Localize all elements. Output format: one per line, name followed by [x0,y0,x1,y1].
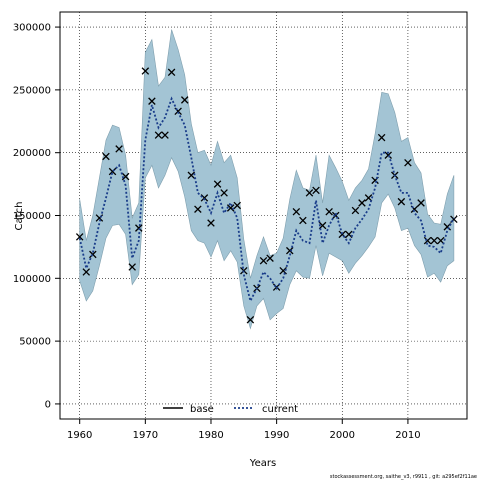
x-tick-label: 2000 [330,430,355,441]
x-axis-title: Years [249,458,276,469]
observed-point [108,167,117,176]
x-tick-label: 2010 [395,430,420,441]
observed-point [200,194,209,202]
observed-point [305,189,314,197]
observed-point [102,152,110,161]
observed-point [325,207,333,216]
observed-point [180,96,189,104]
observed-point [194,205,202,213]
observed-point [246,316,255,324]
x-tick-label: 1970 [133,430,158,441]
observed-point [207,219,215,227]
observed-point [358,199,366,207]
x-axis: 1960 1970 1980 1990 2000 2010 [67,419,421,441]
observed-point [233,201,242,210]
current-series-line [78,96,455,304]
observed-point [115,145,123,153]
observed-point [75,233,84,241]
confidence-band [79,29,455,330]
y-tick-label: 300000 [13,23,51,34]
observed-point [312,186,320,195]
observed-point [226,204,235,212]
observed-point [266,254,274,262]
legend: base current [163,404,298,415]
observed-point [423,236,432,245]
observed-point [351,206,360,215]
observed-point [318,221,327,230]
observed-point [384,151,392,159]
footnote: stockassessment.org, saithe_v3, r9911 , … [330,474,477,480]
observed-point [292,207,301,216]
y-tick-label: 0 [45,399,51,410]
observed-point [161,131,169,139]
y-tick-label: 150000 [13,211,51,222]
legend-base-label: base [190,404,214,415]
x-tick-label: 1960 [67,430,92,441]
y-tick-label: 250000 [13,85,51,96]
observed-point [377,133,386,142]
observed-point [404,158,412,167]
legend-current-label: current [262,404,298,415]
observed-point [89,250,97,259]
observed-point [430,236,438,245]
y-tick-label: 100000 [13,274,51,285]
observed-point [220,189,228,197]
x-tick-label: 1990 [264,430,289,441]
observed-point [299,216,307,225]
observed-point [121,172,130,181]
observed-point [128,263,136,271]
observed-point [187,171,196,180]
observed-point [259,256,268,265]
observed-point [148,97,156,105]
observed-point [141,67,150,75]
y-tick-label: 200000 [13,148,51,159]
y-axis: 0 50000 100000 150000 200000 250000 300000 [13,23,60,410]
y-tick-label: 50000 [19,337,51,348]
observed-point [417,199,425,207]
observed-point [82,268,91,276]
observed-point [154,131,163,139]
observed-point [397,197,406,206]
observed-point [285,246,294,255]
y-axis-title: Catch [14,202,25,231]
observed-point [167,68,176,77]
observed-point [213,180,222,188]
x-tick-label: 1980 [198,430,223,441]
